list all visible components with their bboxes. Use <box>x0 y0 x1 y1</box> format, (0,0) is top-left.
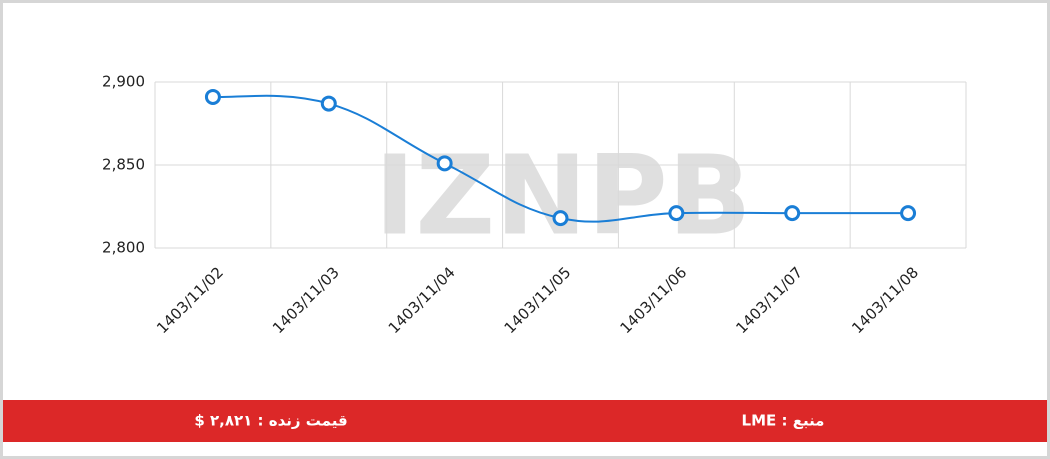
point <box>668 205 685 222</box>
x-tick-label: 1403/11/05 <box>501 263 575 337</box>
point <box>900 205 917 222</box>
chart: IZNPB قیمت زنده : ۲,۸۲۱ $ منبع : LME 2,8… <box>3 73 1047 442</box>
x-tick-label: 1403/11/04 <box>385 263 459 337</box>
x-tick-label: 1403/11/08 <box>848 263 922 337</box>
x-tick-label: 1403/11/03 <box>269 263 343 337</box>
point <box>320 95 337 112</box>
x-tick-label: 1403/11/02 <box>153 263 227 337</box>
point <box>784 205 801 222</box>
y-tick-label: 2,800 <box>102 239 145 257</box>
footer-bar <box>3 400 1047 442</box>
y-tick-label: 2,900 <box>102 73 145 91</box>
source: منبع : LME <box>742 412 825 430</box>
watermark: IZNPB <box>374 131 751 259</box>
point <box>204 88 221 105</box>
y-tick-label: 2,850 <box>102 156 145 174</box>
x-tick-label: 1403/11/07 <box>732 263 806 337</box>
point <box>552 210 569 227</box>
point <box>436 155 453 172</box>
live-price: قیمت زنده : ۲,۸۲۱ $ <box>194 412 347 430</box>
x-tick-label: 1403/11/06 <box>616 263 690 337</box>
